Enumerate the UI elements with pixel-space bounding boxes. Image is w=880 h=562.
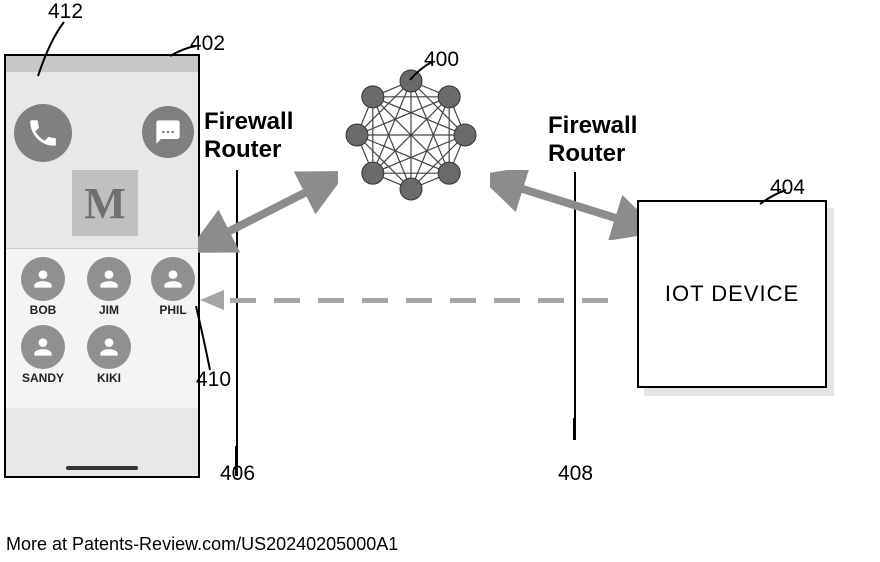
callout-404: 404 — [770, 176, 805, 200]
callout-402: 402 — [190, 32, 225, 56]
diagram-stage: M BOB JIM PHIL — [0, 0, 880, 562]
caption-text: More at Patents-Review.com/US20240205000… — [6, 534, 398, 555]
callout-400: 400 — [424, 48, 459, 72]
callout-410: 410 — [196, 368, 231, 392]
callout-406: 406 — [220, 462, 255, 486]
callout-leaders — [0, 0, 880, 562]
callout-408: 408 — [558, 462, 593, 486]
callout-412: 412 — [48, 0, 83, 24]
